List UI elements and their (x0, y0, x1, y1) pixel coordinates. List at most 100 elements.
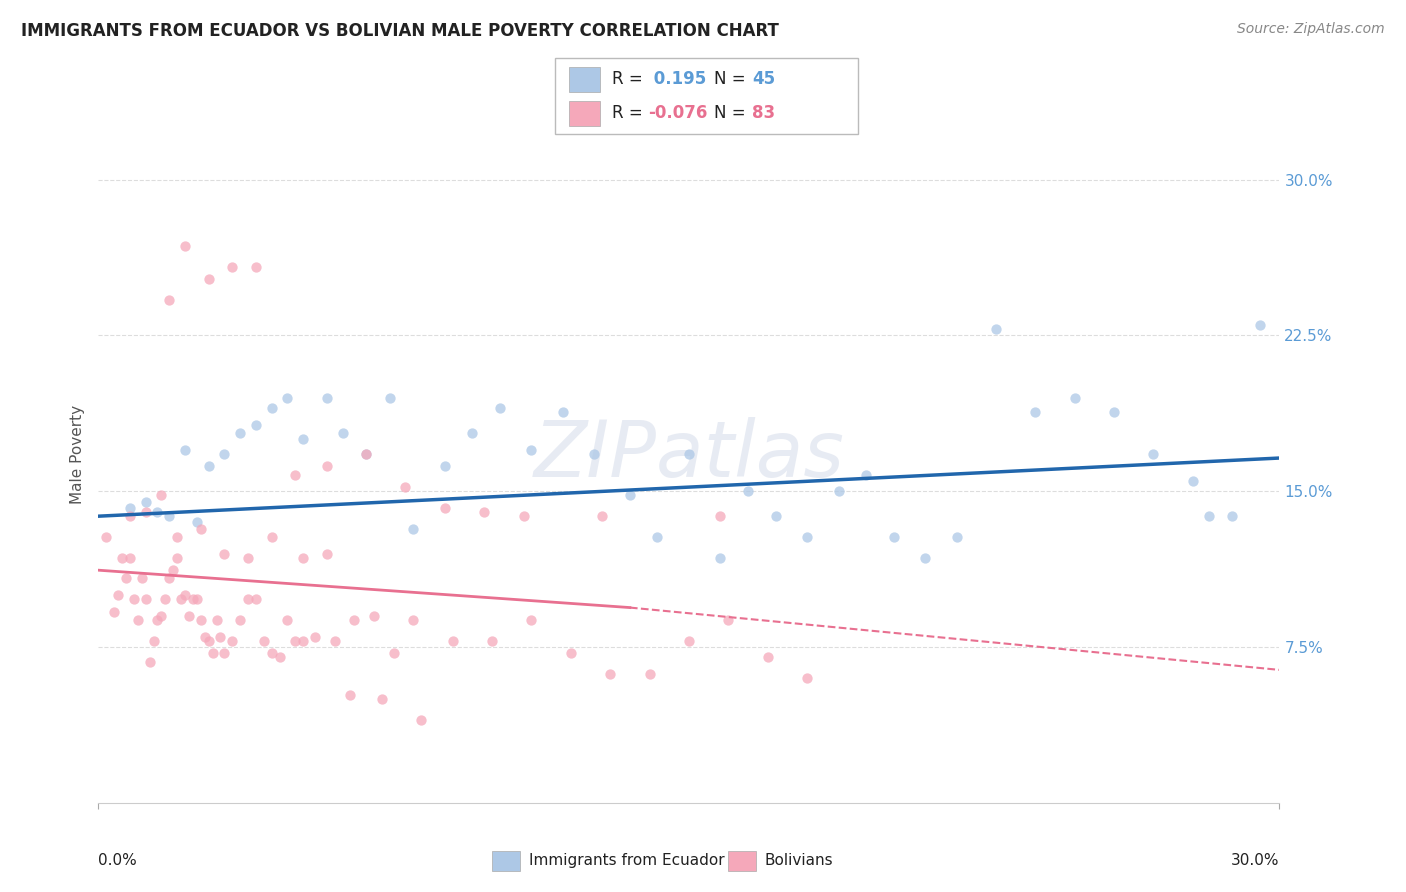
Text: 45: 45 (752, 70, 775, 88)
Point (186, 592, 208, 607)
Point (260, 401, 283, 416)
Point (1220, 509, 1243, 524)
Point (157, 572, 180, 586)
Point (214, 447, 236, 461)
Point (186, 516, 208, 530)
Point (103, 605, 125, 619)
Point (394, 480, 416, 494)
Text: 30.0%: 30.0% (1232, 854, 1279, 868)
Point (229, 613, 252, 627)
Point (343, 613, 366, 627)
Point (135, 505, 157, 519)
Point (131, 572, 153, 586)
Point (1142, 447, 1164, 461)
Point (150, 608, 173, 623)
Point (441, 633, 464, 648)
Point (591, 509, 613, 524)
Point (402, 522, 425, 536)
Point (177, 608, 200, 623)
Point (481, 633, 503, 648)
Point (162, 563, 184, 577)
Point (512, 509, 534, 524)
Point (284, 633, 307, 648)
Point (883, 530, 905, 544)
Point (166, 550, 188, 565)
Point (166, 530, 188, 544)
Point (146, 505, 169, 519)
Point (201, 646, 224, 660)
Point (194, 630, 217, 644)
Point (827, 484, 849, 499)
Point (118, 500, 141, 515)
Point (155, 592, 177, 607)
Point (190, 522, 212, 536)
Point (323, 633, 346, 648)
Point (197, 459, 219, 474)
Point (1198, 509, 1220, 524)
Point (461, 426, 484, 441)
Point (260, 530, 283, 544)
Point (678, 447, 700, 461)
Point (118, 550, 141, 565)
Text: N =: N = (714, 70, 751, 88)
Point (599, 667, 621, 681)
Point (472, 505, 495, 519)
Point (127, 613, 149, 627)
Point (520, 442, 543, 457)
Text: N =: N = (714, 104, 751, 122)
Point (111, 550, 134, 565)
Point (315, 547, 337, 561)
Point (678, 633, 700, 648)
Point (433, 500, 456, 515)
Point (717, 613, 740, 627)
Point (205, 613, 228, 627)
Text: R =: R = (612, 70, 648, 88)
Y-axis label: Male Poverty: Male Poverty (70, 405, 86, 505)
Text: ZIPatlas: ZIPatlas (533, 417, 845, 493)
Point (138, 655, 160, 669)
Point (411, 713, 433, 727)
Point (619, 488, 641, 502)
Point (354, 447, 377, 461)
Point (402, 613, 425, 627)
Point (796, 530, 818, 544)
Point (332, 426, 354, 441)
Point (304, 630, 326, 644)
Point (118, 509, 141, 524)
Point (371, 692, 394, 706)
Point (1102, 405, 1125, 419)
Text: R =: R = (612, 104, 648, 122)
Point (197, 633, 219, 648)
Point (170, 592, 193, 607)
Point (765, 509, 787, 524)
Point (245, 417, 267, 432)
Point (647, 530, 669, 544)
Point (197, 272, 219, 286)
Point (292, 550, 315, 565)
Point (737, 484, 759, 499)
Point (190, 613, 212, 627)
Point (709, 509, 731, 524)
Point (236, 592, 259, 607)
Point (157, 293, 180, 308)
Point (638, 667, 661, 681)
Point (135, 592, 157, 607)
Point (96, 530, 118, 544)
Point (174, 588, 197, 602)
Text: Immigrants from Ecuador: Immigrants from Ecuador (529, 854, 724, 868)
Point (855, 467, 877, 482)
Point (315, 459, 337, 474)
Point (142, 633, 165, 648)
Text: Source: ZipAtlas.com: Source: ZipAtlas.com (1237, 22, 1385, 37)
Point (984, 322, 1007, 336)
Point (945, 530, 967, 544)
Point (122, 592, 145, 607)
Text: 83: 83 (752, 104, 775, 122)
Point (174, 239, 197, 253)
Point (269, 650, 291, 665)
Point (284, 467, 307, 482)
Point (796, 671, 818, 685)
Point (914, 550, 936, 565)
Text: -0.076: -0.076 (648, 104, 707, 122)
Point (209, 630, 232, 644)
